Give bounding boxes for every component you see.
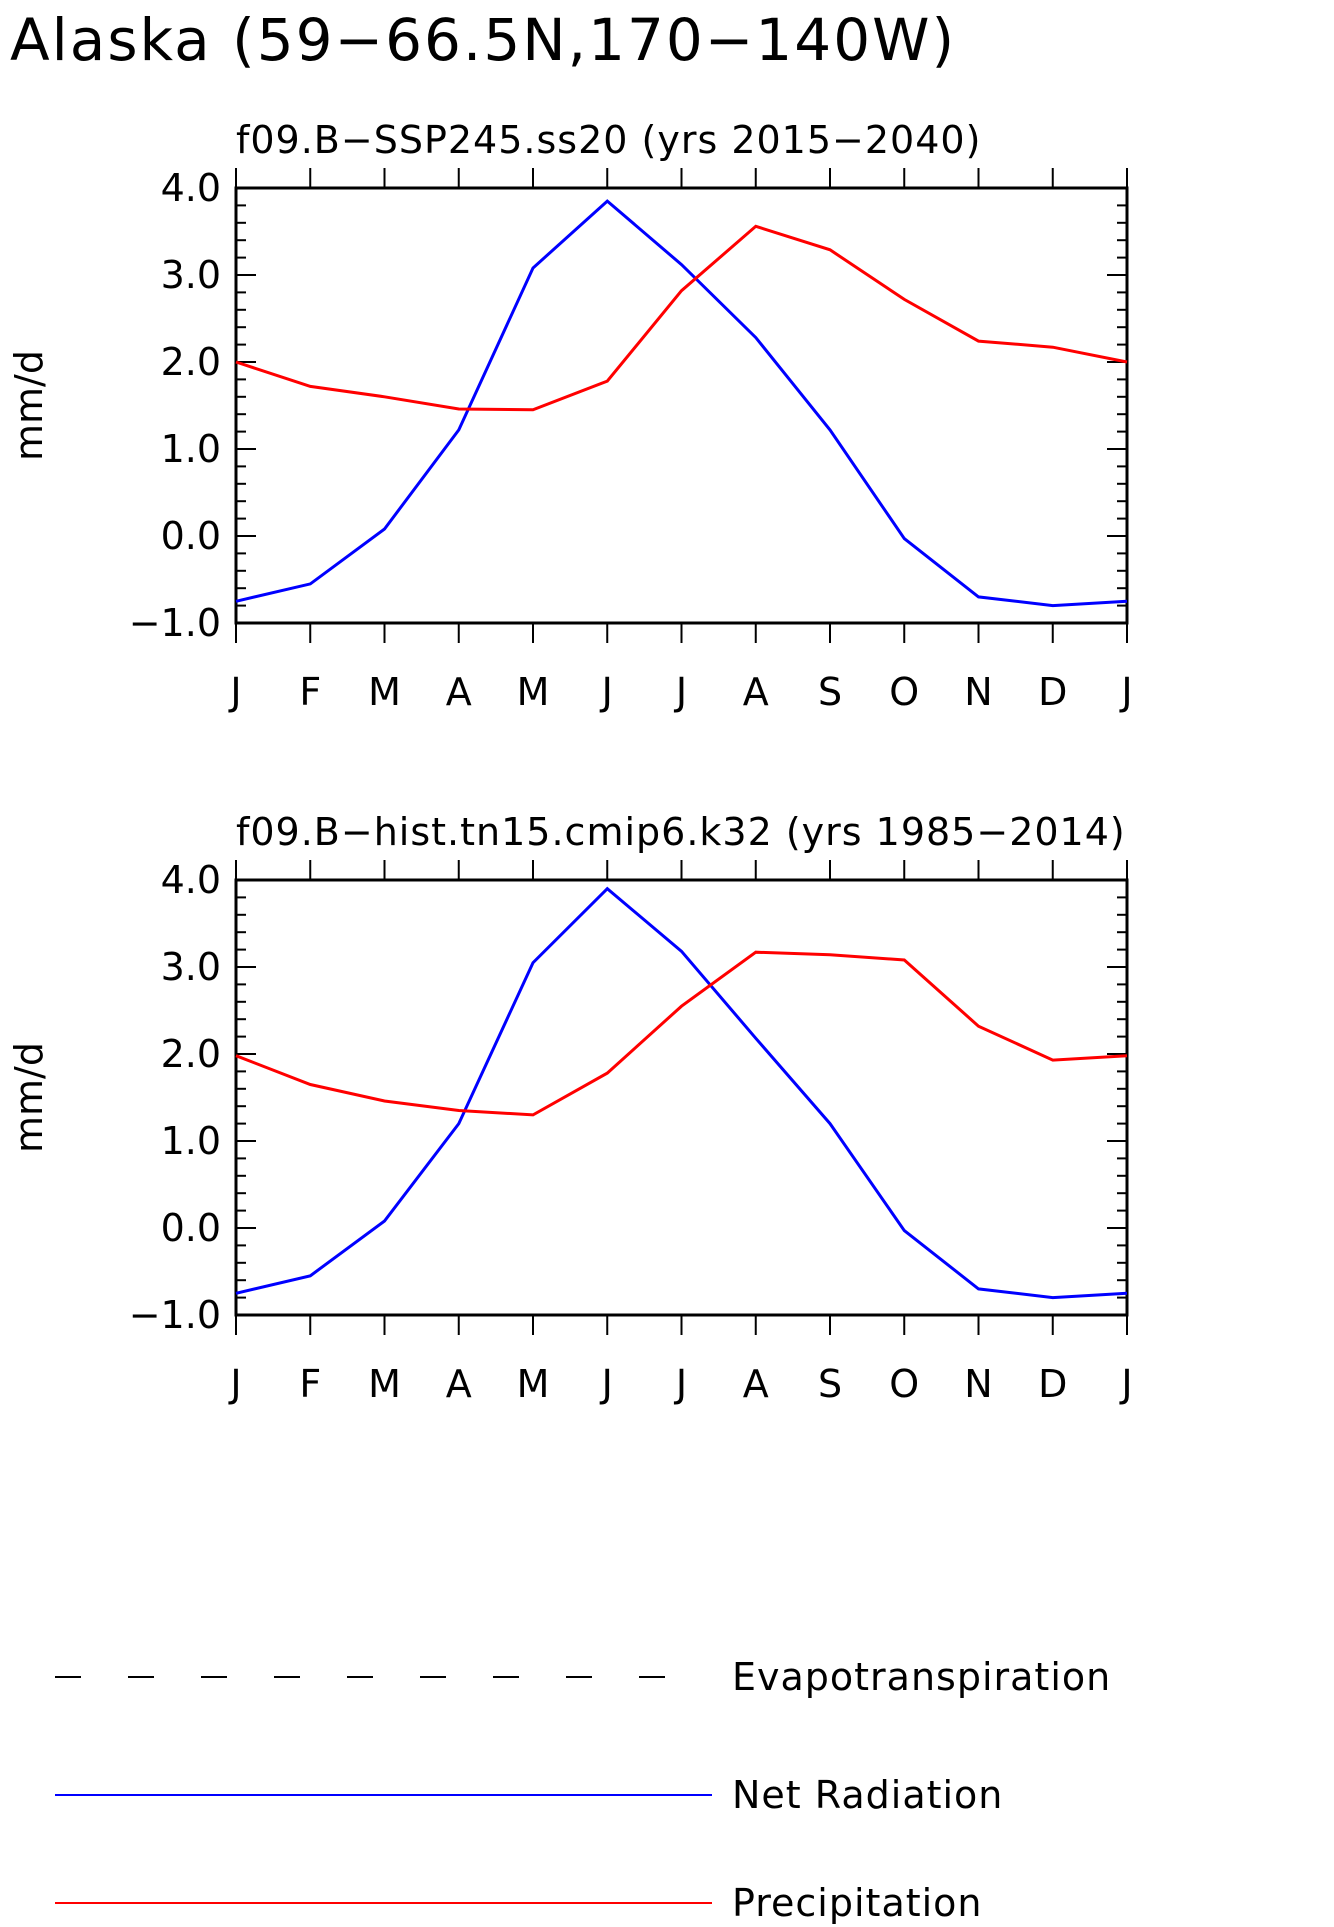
x-tick-label: J [674, 670, 687, 714]
x-tick-label: A [446, 1362, 472, 1406]
x-tick-label: O [889, 670, 919, 714]
series-line-precipitation [235, 224, 1128, 412]
y-tick-labels: −1.0 0.0 1.0 2.0 3.0 4.0 [129, 858, 221, 1337]
x-tick-label: S [818, 1362, 842, 1406]
x-tick-label: N [964, 670, 992, 714]
y-tick-label: 1.0 [161, 427, 221, 471]
x-tick-label: A [446, 670, 472, 714]
y-tick-label: 0.0 [161, 1206, 221, 1250]
y-tick-label: 2.0 [161, 1032, 221, 1076]
panel-title: f09.B−hist.tn15.cmip6.k32 (yrs 1985−2014… [236, 810, 1126, 854]
legend: Evapotranspiration Net Radiation Precipi… [55, 1655, 1111, 1925]
x-tick-label: D [1038, 670, 1067, 714]
y-tick-label: 3.0 [161, 945, 221, 989]
x-tick-label: J [1119, 1362, 1132, 1406]
x-tick-label: S [818, 670, 842, 714]
series-line-net-radiation [235, 199, 1128, 608]
y-tick-label: 4.0 [161, 858, 221, 902]
series-line-precipitation [235, 950, 1128, 1117]
y-tick-label: 3.0 [161, 253, 221, 297]
x-tick-label: D [1038, 1362, 1067, 1406]
axes-frame [234, 168, 1129, 643]
x-tick-label: N [964, 1362, 992, 1406]
x-tick-label: J [228, 670, 241, 714]
data-series [235, 886, 1128, 1300]
x-tick-label: M [517, 1362, 550, 1406]
y-tick-label: 4.0 [161, 166, 221, 210]
x-tick-label: M [368, 1362, 401, 1406]
legend-label-evapotranspiration: Evapotranspiration [732, 1655, 1111, 1699]
y-tick-label: 1.0 [161, 1119, 221, 1163]
y-tick-label: −1.0 [129, 1293, 221, 1337]
x-tick-label: O [889, 1362, 919, 1406]
y-axis-label: mm/d [7, 1042, 51, 1153]
axes-frame [234, 860, 1129, 1335]
y-tick-label: −1.0 [129, 601, 221, 645]
series-line-net-radiation [235, 886, 1128, 1300]
legend-label-net-radiation: Net Radiation [732, 1773, 1003, 1817]
x-tick-label: J [600, 670, 613, 714]
y-tick-labels: −1.0 0.0 1.0 2.0 3.0 4.0 [129, 166, 221, 645]
legend-label-precipitation: Precipitation [732, 1881, 983, 1925]
x-tick-label: M [517, 670, 550, 714]
x-tick-label: J [228, 1362, 241, 1406]
data-series [235, 199, 1128, 608]
x-tick-label: J [1119, 670, 1132, 714]
x-tick-label: F [299, 1362, 321, 1406]
y-tick-label: 0.0 [161, 514, 221, 558]
x-tick-label: F [299, 670, 321, 714]
chart-panel-ssp245: f09.B−SSP245.ss20 (yrs 2015−2040) mm/d −… [7, 118, 1133, 714]
figure-title: Alaska (59−66.5N,170−140W) [10, 6, 956, 74]
panel-title: f09.B−SSP245.ss20 (yrs 2015−2040) [236, 118, 981, 162]
x-tick-label: J [674, 1362, 687, 1406]
x-tick-label: M [368, 670, 401, 714]
chart-panel-historical: f09.B−hist.tn15.cmip6.k32 (yrs 1985−2014… [7, 810, 1133, 1406]
x-tick-label: A [743, 1362, 769, 1406]
y-tick-label: 2.0 [161, 340, 221, 384]
x-tick-label: J [600, 1362, 613, 1406]
x-tick-label: A [743, 670, 769, 714]
y-axis-label: mm/d [7, 350, 51, 461]
